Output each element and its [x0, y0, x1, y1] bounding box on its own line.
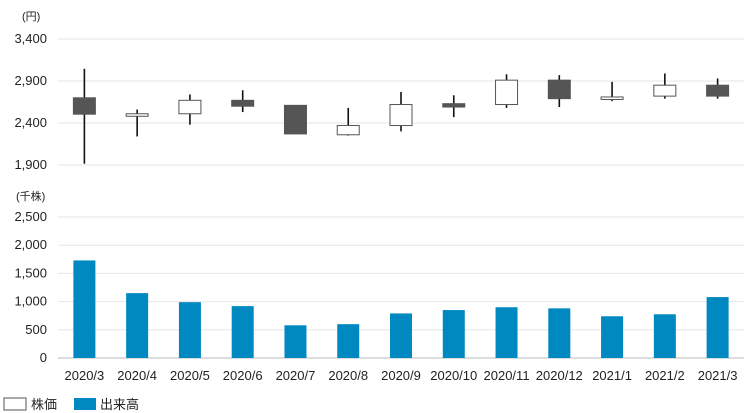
volume-bar	[390, 313, 412, 358]
x-tick-label: 2020/9	[381, 368, 421, 383]
volume-bars	[73, 260, 729, 358]
x-tick-label: 2020/6	[223, 368, 263, 383]
x-tick-label: 2020/3	[65, 368, 105, 383]
x-tick-label: 2021/3	[698, 368, 738, 383]
x-tick-label: 2020/12	[536, 368, 583, 383]
volume-tick-label: 1,000	[14, 294, 47, 309]
volume-bar	[284, 325, 307, 358]
volume-bar	[442, 310, 465, 358]
candle-body	[442, 103, 466, 108]
x-axis: 2020/3 2020/4 2020/5 2020/6 2020/7 2020/8 2020…	[65, 368, 738, 383]
candle-body	[283, 104, 307, 135]
price-unit-label: (円)	[22, 11, 40, 23]
candle-body	[389, 104, 413, 127]
volume-tick-label: 0	[40, 350, 47, 365]
price-grid	[58, 38, 744, 166]
x-tick-label: 2021/2	[645, 368, 685, 383]
legend-label-volume: 出来高	[100, 397, 139, 412]
volume-bar	[653, 314, 676, 358]
volume-bar	[706, 297, 729, 358]
volume-y-axis: 0 500 1,000 1,500 2,000 2,500	[14, 209, 47, 365]
legend: 株価 出来高	[3, 397, 139, 412]
volume-bar	[126, 293, 149, 358]
candle-body	[653, 84, 677, 97]
price-tick-label: 2,900	[14, 73, 47, 88]
price-tick-label: 2,400	[14, 115, 47, 130]
candle-body	[178, 99, 202, 115]
volume-bar	[601, 316, 624, 358]
price-y-axis: 1,900 2,400 2,900 3,400	[14, 31, 47, 172]
volume-unit-label: (千株)	[16, 189, 45, 203]
x-tick-label: 2020/4	[117, 368, 157, 383]
x-tick-label: 2020/11	[484, 368, 530, 383]
volume-bar	[231, 306, 254, 358]
x-tick-label: 2020/5	[170, 368, 210, 383]
candle-body	[600, 96, 624, 100]
x-tick-label: 2021/1	[592, 368, 632, 383]
volume-bar	[495, 307, 518, 358]
volume-bar	[337, 324, 360, 358]
volume-tick-label: 2,000	[14, 237, 47, 252]
candle-body	[547, 79, 571, 100]
x-tick-label: 2020/7	[276, 368, 316, 383]
candle-body	[125, 113, 149, 117]
candle-body	[231, 99, 255, 107]
volume-tick-label: 1,500	[14, 265, 47, 280]
candle-body	[72, 97, 96, 115]
candle-body	[336, 125, 360, 136]
volume-bar	[548, 308, 571, 358]
legend-label-price: 株価	[31, 397, 57, 412]
legend-swatch-volume	[74, 398, 96, 410]
price-tick-label: 1,900	[14, 157, 47, 172]
volume-tick-label: 2,500	[14, 209, 47, 224]
price-tick-label: 3,400	[14, 31, 47, 46]
x-tick-label: 2020/8	[328, 368, 368, 383]
volume-bar	[73, 260, 96, 358]
candle-body	[706, 84, 730, 97]
legend-swatch-price	[3, 397, 27, 411]
volume-tick-label: 500	[25, 322, 47, 337]
price-candles	[72, 68, 730, 164]
volume-bar	[178, 302, 201, 358]
candle-body	[495, 79, 519, 106]
x-tick-label: 2020/10	[430, 368, 477, 383]
